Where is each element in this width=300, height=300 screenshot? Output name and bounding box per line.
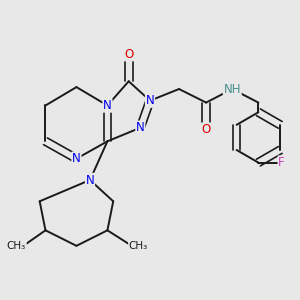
Text: O: O — [124, 48, 133, 61]
Text: NH: NH — [224, 82, 241, 95]
Text: N: N — [136, 121, 145, 134]
Text: N: N — [72, 152, 81, 165]
Text: CH₃: CH₃ — [129, 241, 148, 251]
Text: F: F — [278, 156, 285, 169]
Text: CH₃: CH₃ — [7, 241, 26, 251]
Text: O: O — [202, 123, 211, 136]
Text: N: N — [103, 99, 112, 112]
Text: N: N — [146, 94, 154, 107]
Text: N: N — [85, 173, 94, 187]
